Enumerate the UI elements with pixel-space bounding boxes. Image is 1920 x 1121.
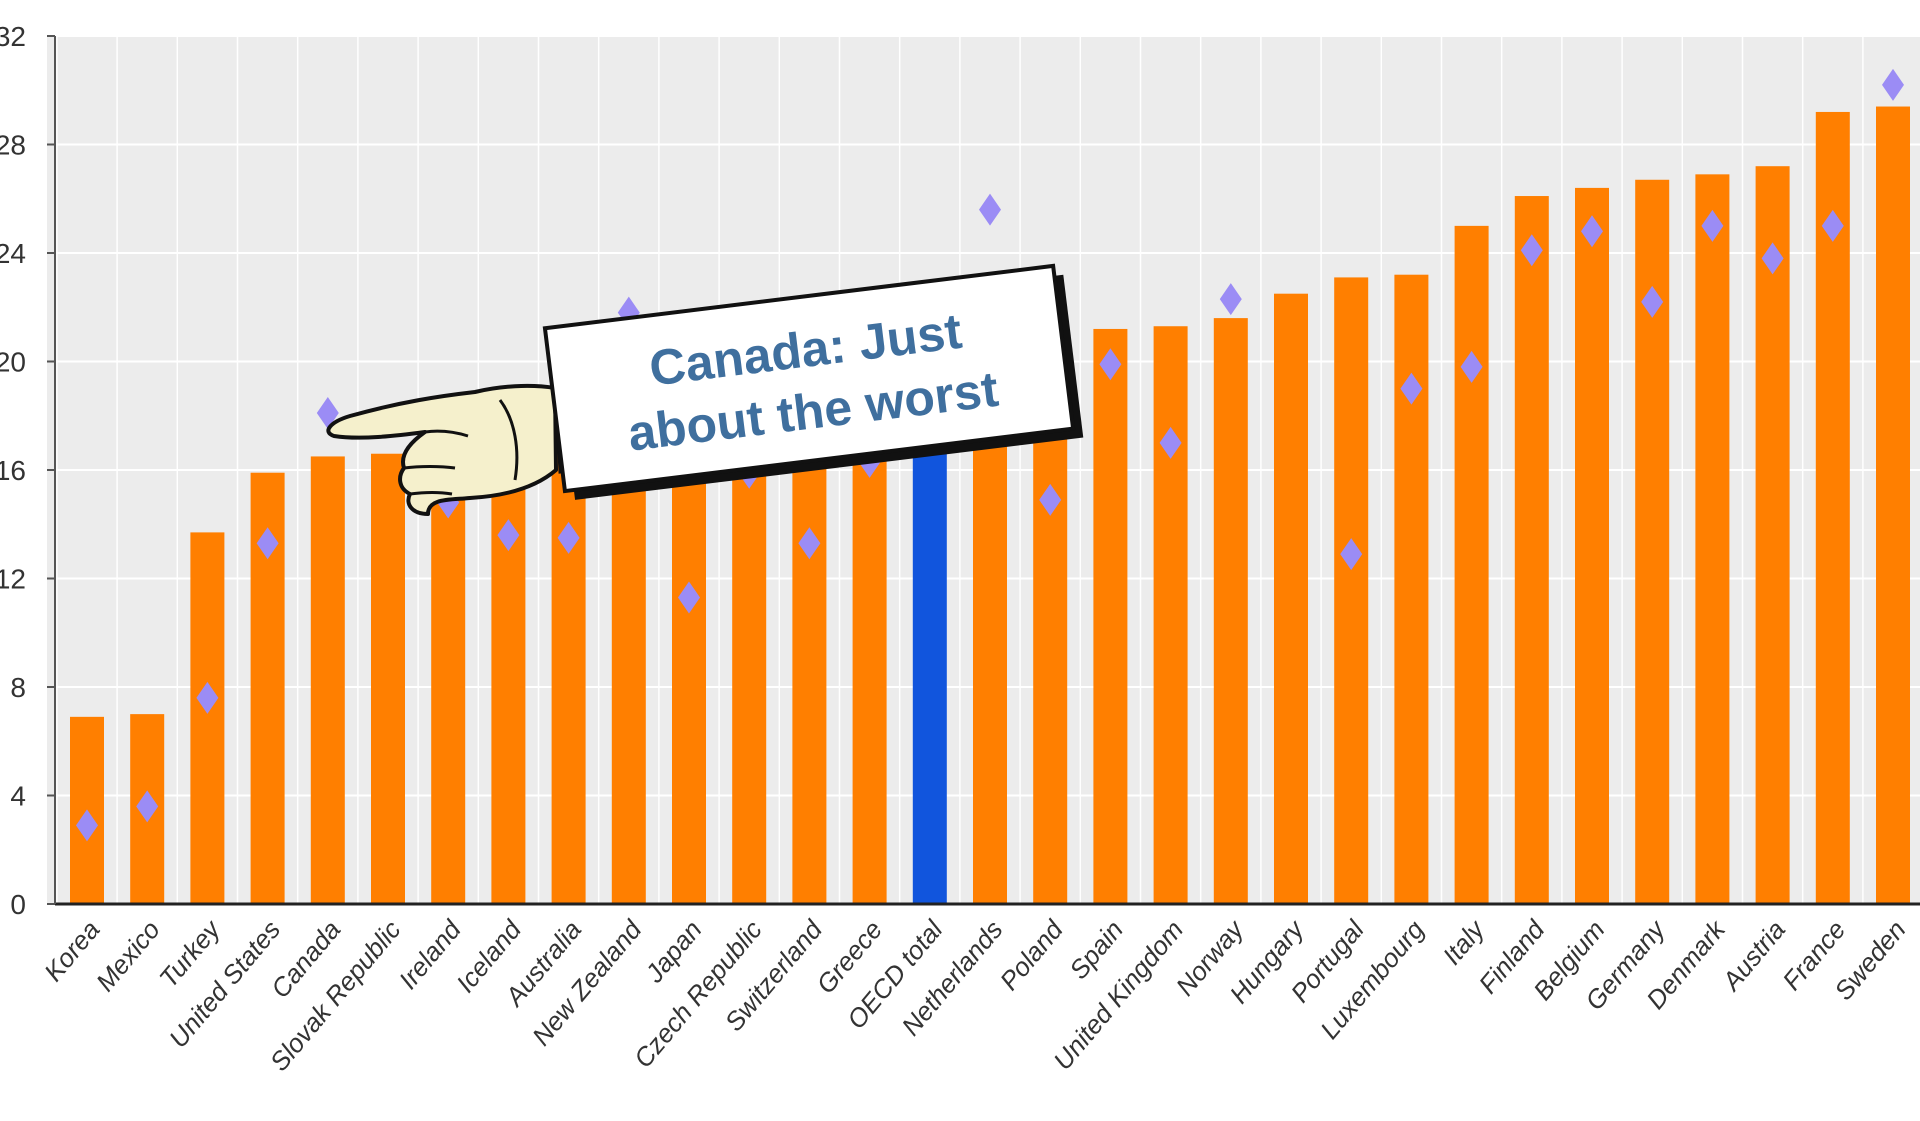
grid-lines [55, 35, 1920, 904]
diamond-marker [798, 527, 821, 560]
diamond-marker [136, 790, 159, 823]
x-tick-label: Poland [994, 913, 1070, 995]
bar [852, 407, 887, 904]
x-tick-label: Mexico [90, 915, 166, 997]
bar [792, 413, 827, 904]
callout-annotation: Canada: Just about the worst [542, 263, 1084, 500]
bar [190, 532, 225, 904]
y-tick-label: 20 [0, 347, 26, 378]
diamond-marker [1340, 538, 1363, 571]
diamond-marker [1581, 215, 1603, 248]
y-tick-label: 4 [10, 781, 26, 812]
bar [1153, 326, 1188, 904]
y-tick-label: 8 [10, 672, 26, 703]
callout-box [542, 263, 1076, 494]
diamond-marker [1039, 483, 1062, 516]
diamond-marker [1882, 68, 1904, 101]
diamond-marker [1701, 209, 1724, 242]
bar [310, 456, 345, 904]
diamond-marker [1821, 209, 1844, 242]
diamond-marker [1099, 348, 1122, 381]
y-tick-label: 28 [0, 130, 26, 161]
bar [1876, 106, 1910, 904]
diamond-marker [678, 581, 700, 614]
diamond-marker [76, 809, 98, 842]
bar [491, 448, 526, 904]
y-tick-label: 0 [10, 889, 26, 920]
diamond-marker [979, 193, 1001, 226]
bar [1575, 187, 1609, 904]
bar [1274, 293, 1308, 904]
bar-series [70, 106, 1910, 905]
bar [672, 421, 706, 904]
y-tick-label: 32 [0, 21, 26, 52]
x-tick-label: Italy [1437, 913, 1492, 970]
diamond-marker [316, 397, 339, 430]
diamond-marker [1219, 283, 1242, 316]
diamond-marker [1520, 234, 1543, 267]
x-tick-label: Austria [1715, 915, 1791, 998]
bar [1033, 372, 1068, 905]
y-axis-ticks: 0 4 8 12 16 20 24 28 32 [0, 21, 55, 920]
diamond-marker [256, 527, 279, 560]
bar [1394, 274, 1429, 904]
bar [912, 388, 947, 904]
bar [1454, 225, 1489, 904]
bar [1514, 196, 1549, 905]
bar [1755, 166, 1790, 904]
diamond-marker [557, 521, 580, 554]
bar [551, 442, 586, 904]
bar [1334, 277, 1369, 905]
bar [1695, 174, 1730, 904]
bar [1093, 328, 1128, 904]
bar [371, 453, 405, 904]
diamond-marker [1400, 372, 1423, 405]
y-tick-label: 12 [0, 564, 26, 595]
diamond-marker [1460, 350, 1483, 383]
bar [1213, 318, 1248, 905]
diamond-marker [497, 519, 520, 552]
diamond-marker [1761, 242, 1784, 275]
bar [732, 418, 767, 904]
bar [1815, 111, 1850, 904]
diamond-series [76, 68, 1904, 842]
y-tick-label: 24 [0, 238, 26, 269]
bar [973, 380, 1007, 904]
bar [431, 451, 466, 904]
diamond-marker [1641, 285, 1664, 318]
bar [611, 429, 646, 904]
y-tick-label: 16 [0, 455, 26, 486]
diamond-marker [196, 681, 219, 714]
diamond-marker [1159, 426, 1182, 459]
